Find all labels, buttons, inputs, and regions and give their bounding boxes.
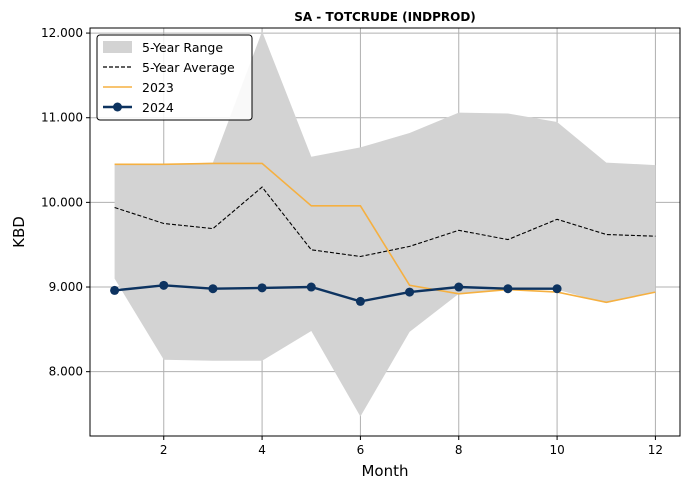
range-band — [114, 31, 656, 417]
y-axis-label: KBD — [10, 216, 28, 248]
series-point-2024 — [405, 287, 415, 297]
series-point-2024 — [355, 296, 365, 306]
series-line-average — [114, 186, 656, 258]
series-point-2024 — [208, 284, 218, 294]
series-point-2024 — [503, 284, 513, 294]
y-tick-label: 9.000 — [49, 280, 83, 294]
legend-label-2023: 2023 — [142, 80, 174, 95]
y-tick-label: 11.000 — [41, 111, 83, 125]
series-point-2024 — [306, 282, 316, 292]
series-point-2024 — [110, 285, 120, 295]
x-axis-label: Month — [361, 462, 408, 480]
series-point-2024 — [257, 283, 267, 293]
legend-label-2024: 2024 — [142, 100, 174, 115]
y-axis: 8.000 9.000 10.000 11.000 12.000 — [41, 26, 90, 379]
legend-label-range: 5-Year Range — [142, 40, 223, 55]
series-point-2024 — [552, 284, 562, 294]
x-tick-label: 6 — [357, 443, 365, 457]
legend-swatch-range — [103, 41, 132, 53]
range-area — [114, 31, 656, 417]
x-tick-label: 4 — [258, 443, 266, 457]
y-tick-label: 10.000 — [41, 195, 83, 209]
legend: 5-Year Range 5-Year Average 2023 2024 — [96, 34, 253, 121]
series-layer — [110, 162, 656, 306]
series-point-2024 — [454, 282, 464, 292]
y-tick-label: 8.000 — [49, 365, 83, 379]
x-tick-label: 8 — [455, 443, 463, 457]
plot-frame — [89, 27, 681, 437]
legend-label-average: 5-Year Average — [142, 60, 235, 75]
legend-box — [96, 34, 253, 121]
series-line-2024 — [114, 284, 558, 303]
x-tick-label: 12 — [648, 443, 663, 457]
x-tick-label: 10 — [549, 443, 564, 457]
legend-marker-2024 — [113, 102, 122, 112]
chart-title: SA - TOTCRUDE (INDPROD) — [294, 10, 476, 24]
series-line-2023 — [114, 162, 656, 304]
x-tick-label: 2 — [160, 443, 168, 457]
x-axis: 2 4 6 8 10 12 — [160, 436, 663, 457]
series-point-2024 — [159, 280, 169, 290]
y-tick-label: 12.000 — [41, 26, 83, 40]
